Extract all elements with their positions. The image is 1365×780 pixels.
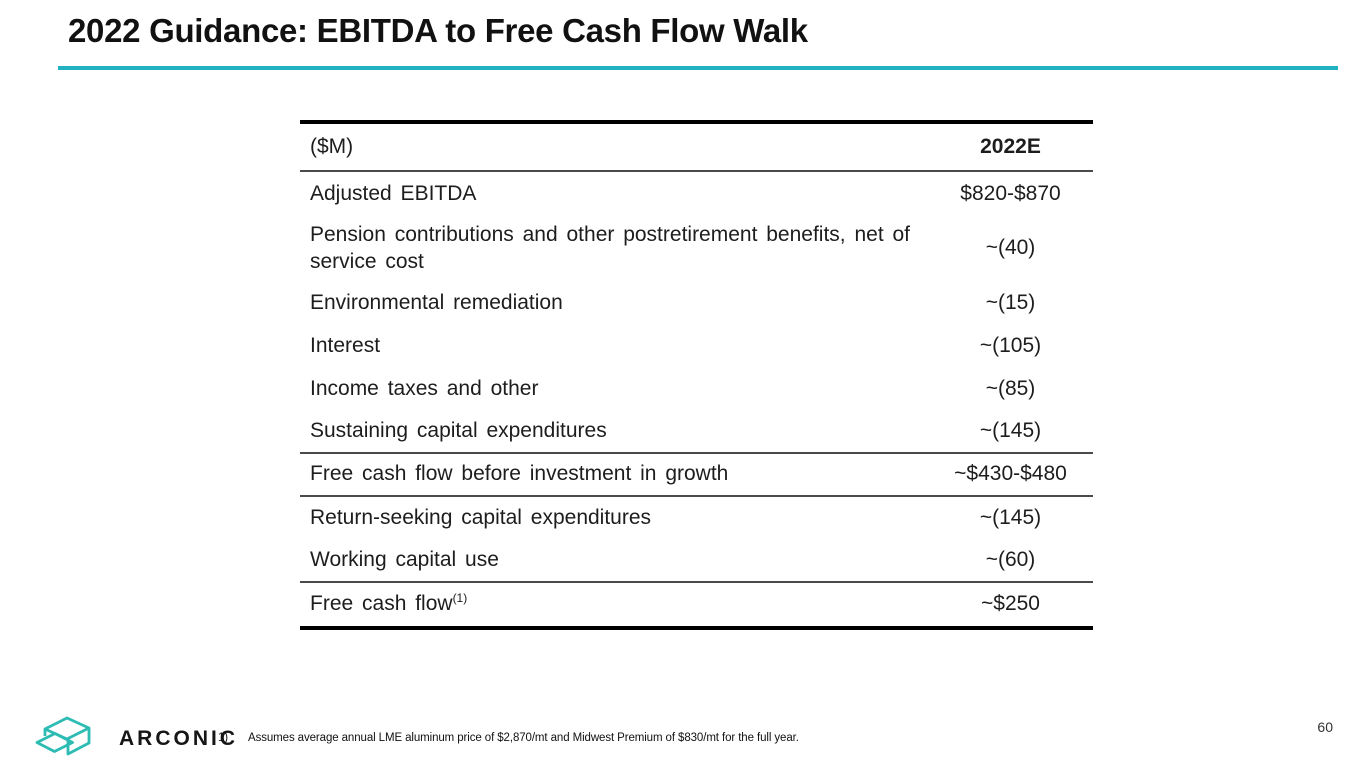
guidance-table-rows: Adjusted EBITDA $820-$870 Pension contribu… — [300, 172, 1093, 626]
row-label: Income taxes and other — [310, 377, 539, 401]
page-title: 2022 Guidance: EBITDA to Free Cash Flow … — [68, 12, 808, 49]
row-label: Sustaining capital expenditures — [310, 419, 607, 443]
row-label: Adjusted EBITDA — [310, 181, 477, 205]
table-row: Income taxes and other ~(85) — [300, 368, 1093, 411]
table-row: Interest ~(105) — [300, 325, 1093, 368]
row-label: Interest — [310, 334, 381, 358]
row-value: ~(145) — [979, 419, 1042, 443]
row-value: ~(15) — [985, 291, 1036, 315]
row-value: ~$430-$480 — [954, 462, 1067, 486]
row-value: $820-$870 — [960, 181, 1061, 205]
table-row: Free cash flow(1) ~$250 — [300, 583, 1093, 626]
table-row: Adjusted EBITDA $820-$870 — [300, 172, 1093, 215]
table-header-units: ($M) — [310, 135, 354, 159]
row-label: Working capital use — [310, 548, 499, 572]
row-value: ~(60) — [985, 548, 1036, 572]
page-number: 60 — [1317, 719, 1333, 735]
table-header-row: ($M) 2022E — [300, 124, 1093, 172]
row-value: ~$250 — [981, 592, 1040, 616]
title-accent-rule — [58, 66, 1338, 70]
row-value: ~(85) — [985, 377, 1036, 401]
footnote-text: Assumes average annual LME aluminum pric… — [248, 732, 799, 744]
table-row: Return-seeking capital expenditures ~(145… — [300, 497, 1093, 540]
row-label: Environmental remediation — [310, 291, 563, 315]
table-row: Pension contributions and other postreti… — [300, 215, 1093, 282]
footnote-ref: (1) — [452, 591, 468, 606]
row-label: Return-seeking capital expenditures — [310, 506, 652, 530]
row-label: Free cash flow before investment in grow… — [310, 462, 729, 486]
table-row: Free cash flow before investment in grow… — [300, 454, 1093, 497]
table-row: Sustaining capital expenditures ~(145) — [300, 411, 1093, 454]
arconic-logo-icon — [35, 716, 91, 756]
footnote: 1) Assumes average annual LME aluminum p… — [218, 732, 799, 744]
arconic-wordmark: ARCONIC — [119, 727, 238, 750]
row-value: ~(105) — [979, 334, 1042, 358]
table-row: Working capital use ~(60) — [300, 540, 1093, 583]
footnote-marker: 1) — [218, 732, 229, 744]
row-label: Pension contributions and other postreti… — [310, 223, 911, 274]
row-value: ~(40) — [985, 236, 1036, 260]
table-row: Environmental remediation ~(15) — [300, 282, 1093, 325]
table-header-year: 2022E — [980, 135, 1041, 158]
row-value: ~(145) — [979, 506, 1042, 530]
guidance-table: ($M) 2022E Adjusted EBITDA $820-$870 Pensi… — [300, 120, 1093, 630]
row-label: Free cash flow(1) — [310, 591, 468, 616]
